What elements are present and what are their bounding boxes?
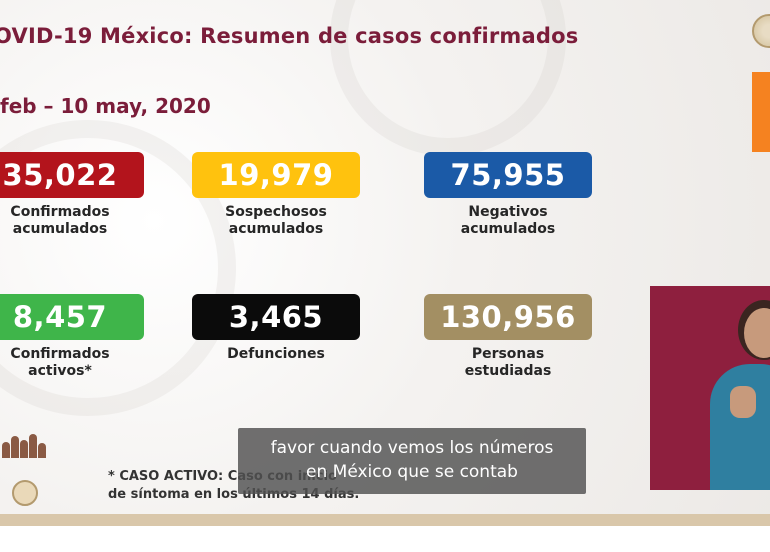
stat-defunciones: 3,465 Defunciones: [192, 294, 360, 363]
slide-title: OVID-19 México: Resumen de casos confirm…: [0, 24, 579, 48]
stat-confirmados-activos: 8,457 Confirmados activos*: [0, 294, 144, 380]
stat-label: Confirmados acumulados: [10, 204, 110, 237]
stat-confirmados-acumulados: 35,022 Confirmados acumulados: [0, 152, 144, 238]
crowd-illustration-icon: [0, 432, 48, 458]
stat-value-box: 75,955: [424, 152, 592, 198]
stat-label: Negativos acumulados: [460, 204, 556, 237]
stat-negativos-acumulados: 75,955 Negativos acumulados: [424, 152, 592, 238]
stat-value-box: 19,979: [192, 152, 360, 198]
stat-value-box: 8,457: [0, 294, 144, 340]
government-seal-icon: [752, 14, 770, 48]
stat-label: Sospechosos acumulados: [225, 204, 327, 237]
live-caption-overlay: favor cuando vemos los números en México…: [238, 428, 586, 494]
bottom-base-bar: [0, 526, 770, 552]
orange-accent-block: [752, 72, 770, 152]
stat-sospechosos-acumulados: 19,979 Sospechosos acumulados: [192, 152, 360, 238]
stat-value-box: 35,022: [0, 152, 144, 198]
bottom-decorative-strip: [0, 514, 770, 526]
stat-value-box: 130,956: [424, 294, 592, 340]
stat-label: Personas estudiadas: [464, 346, 552, 379]
sign-language-interpreter-video: [650, 286, 770, 490]
stat-label: Confirmados activos*: [10, 346, 110, 379]
stat-personas-estudiadas: 130,956 Personas estudiadas: [424, 294, 592, 380]
stat-value-box: 3,465: [192, 294, 360, 340]
stat-label: Defunciones: [227, 346, 325, 362]
small-seal-icon: [12, 480, 38, 506]
date-range: feb – 10 may, 2020: [0, 94, 211, 118]
